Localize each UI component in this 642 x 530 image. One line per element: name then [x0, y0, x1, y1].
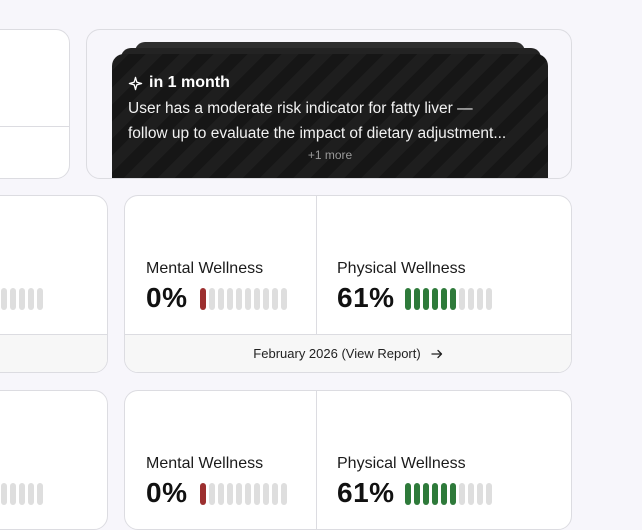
physical-wellness-bars	[405, 483, 492, 505]
wellness-bar	[10, 288, 16, 310]
column-divider	[316, 391, 317, 529]
physical-wellness-segment	[450, 483, 456, 505]
previous-report-card[interactable]	[0, 195, 108, 373]
report-period: February 2026 (View Report)	[253, 346, 421, 361]
mental-wellness-segment	[200, 288, 206, 310]
insight-header: in 1 month	[128, 74, 230, 92]
insight-line: follow up to evaluate the impact of diet…	[128, 125, 507, 142]
physical-wellness-segment	[450, 288, 456, 310]
mental-wellness-segment	[200, 483, 206, 505]
insight-line: User has a moderate risk indicator for f…	[128, 100, 473, 117]
column-divider	[316, 196, 317, 337]
arrow-right-icon	[431, 349, 442, 358]
previous-card	[0, 29, 70, 179]
more-insights-link[interactable]: +1 more	[307, 148, 353, 162]
wellness-bars	[1, 483, 43, 505]
physical-wellness-segment	[477, 288, 483, 310]
card-footer	[0, 334, 107, 372]
physical-wellness-segment	[432, 288, 438, 310]
mental-wellness-bars	[200, 483, 287, 505]
physical-wellness-segment	[441, 483, 447, 505]
card-divider	[0, 126, 69, 127]
physical-wellness-segment	[432, 483, 438, 505]
mental-wellness-segment	[209, 288, 215, 310]
mental-wellness-segment	[281, 288, 287, 310]
mental-wellness-segment	[254, 288, 260, 310]
mental-wellness-segment	[263, 288, 269, 310]
physical-wellness-value: 61%	[337, 282, 395, 313]
wellness-bar	[28, 483, 34, 505]
physical-wellness-bars	[405, 288, 492, 310]
mental-wellness-label: Mental Wellness	[146, 455, 264, 472]
mental-wellness-segment	[218, 288, 224, 310]
physical-wellness-label: Physical Wellness	[337, 455, 466, 472]
mental-wellness-label: Mental Wellness	[146, 260, 264, 277]
physical-wellness-segment	[423, 288, 429, 310]
mental-wellness-segment	[272, 483, 278, 505]
physical-wellness-segment	[468, 288, 474, 310]
mental-wellness-segment	[227, 483, 233, 505]
wellness-bar	[28, 288, 34, 310]
sparkle-icon	[128, 76, 143, 90]
physical-wellness-segment	[459, 288, 465, 310]
mental-wellness-bars	[200, 288, 287, 310]
physical-wellness-segment	[405, 483, 411, 505]
physical-wellness-segment	[486, 288, 492, 310]
physical-wellness-segment	[486, 483, 492, 505]
insight-text: User has a moderate risk indicator for f…	[128, 96, 536, 146]
mental-wellness-segment	[281, 483, 287, 505]
mental-wellness-segment	[236, 288, 242, 310]
physical-wellness-segment	[423, 483, 429, 505]
view-report-link[interactable]: February 2026 (View Report)	[125, 334, 571, 372]
physical-wellness-segment	[459, 483, 465, 505]
wellness-bar	[37, 483, 43, 505]
wellness-bar	[19, 483, 25, 505]
mental-wellness-segment	[218, 483, 224, 505]
physical-wellness-segment	[414, 483, 420, 505]
mental-wellness-segment	[254, 483, 260, 505]
wellness-bar	[1, 483, 7, 505]
physical-wellness-segment	[441, 288, 447, 310]
mental-wellness-value: 0%	[146, 282, 188, 313]
wellness-bar	[37, 288, 43, 310]
mental-wellness-segment	[236, 483, 242, 505]
physical-wellness-segment	[468, 483, 474, 505]
previous-report-card[interactable]	[0, 390, 108, 530]
physical-wellness-label: Physical Wellness	[337, 260, 466, 277]
mental-wellness-segment	[245, 483, 251, 505]
physical-wellness-segment	[414, 288, 420, 310]
physical-wellness-segment	[477, 483, 483, 505]
mental-wellness-segment	[263, 483, 269, 505]
physical-wellness-value: 61%	[337, 477, 395, 508]
insight-card[interactable]: in 1 month User has a moderate risk indi…	[86, 29, 572, 179]
report-card[interactable]: Mental Wellness 0% Physical Wellness 61%	[124, 390, 572, 530]
mental-wellness-segment	[272, 288, 278, 310]
mental-wellness-value: 0%	[146, 477, 188, 508]
mental-wellness-segment	[209, 483, 215, 505]
mental-wellness-segment	[245, 288, 251, 310]
physical-wellness-segment	[405, 288, 411, 310]
wellness-bar	[19, 288, 25, 310]
insight-panel[interactable]: in 1 month User has a moderate risk indi…	[112, 54, 548, 178]
wellness-bar	[1, 288, 7, 310]
mental-wellness-segment	[227, 288, 233, 310]
wellness-bar	[10, 483, 16, 505]
report-card[interactable]: Mental Wellness 0% Physical Wellness 61%…	[124, 195, 572, 373]
wellness-bars	[1, 288, 43, 310]
insight-timeframe: in 1 month	[149, 74, 230, 91]
